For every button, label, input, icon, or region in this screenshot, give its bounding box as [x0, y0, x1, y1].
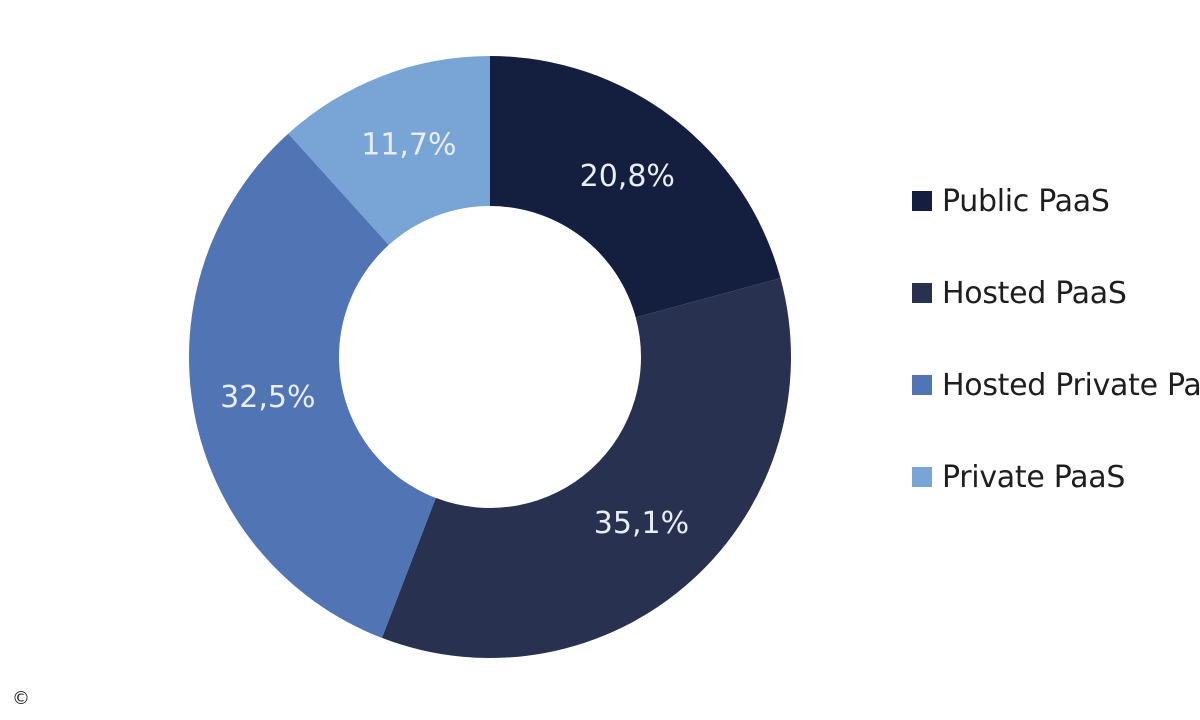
- legend-label: Hosted PaaS: [942, 275, 1127, 311]
- copyright-mark: ©: [12, 688, 30, 709]
- slice-data-label: 20,8%: [580, 159, 675, 194]
- legend-label: Private PaaS: [942, 459, 1126, 495]
- legend-item-private-paas: Private PaaS: [912, 454, 1200, 500]
- chart-legend: Public PaaS Hosted PaaS Hosted Private P…: [912, 178, 1200, 546]
- legend-item-hosted-paas: Hosted PaaS: [912, 270, 1200, 316]
- donut-slice-hosted-paas: [381, 278, 791, 658]
- donut-slice-public-paas: [490, 56, 781, 318]
- legend-label: Hosted Private PaaS: [942, 367, 1200, 403]
- legend-item-hosted-private-paas: Hosted Private PaaS: [912, 362, 1200, 408]
- legend-swatch: [912, 191, 932, 211]
- donut-slice-hosted-private-paas: [189, 133, 436, 638]
- donut-slice-private-paas: [288, 56, 490, 245]
- legend-swatch: [912, 375, 932, 395]
- legend-label: Public PaaS: [942, 183, 1110, 219]
- legend-item-public-paas: Public PaaS: [912, 178, 1200, 224]
- slice-data-label: 32,5%: [220, 380, 315, 415]
- legend-swatch: [912, 467, 932, 487]
- slice-data-label: 11,7%: [361, 128, 456, 163]
- legend-swatch: [912, 283, 932, 303]
- slice-data-label: 35,1%: [594, 506, 689, 541]
